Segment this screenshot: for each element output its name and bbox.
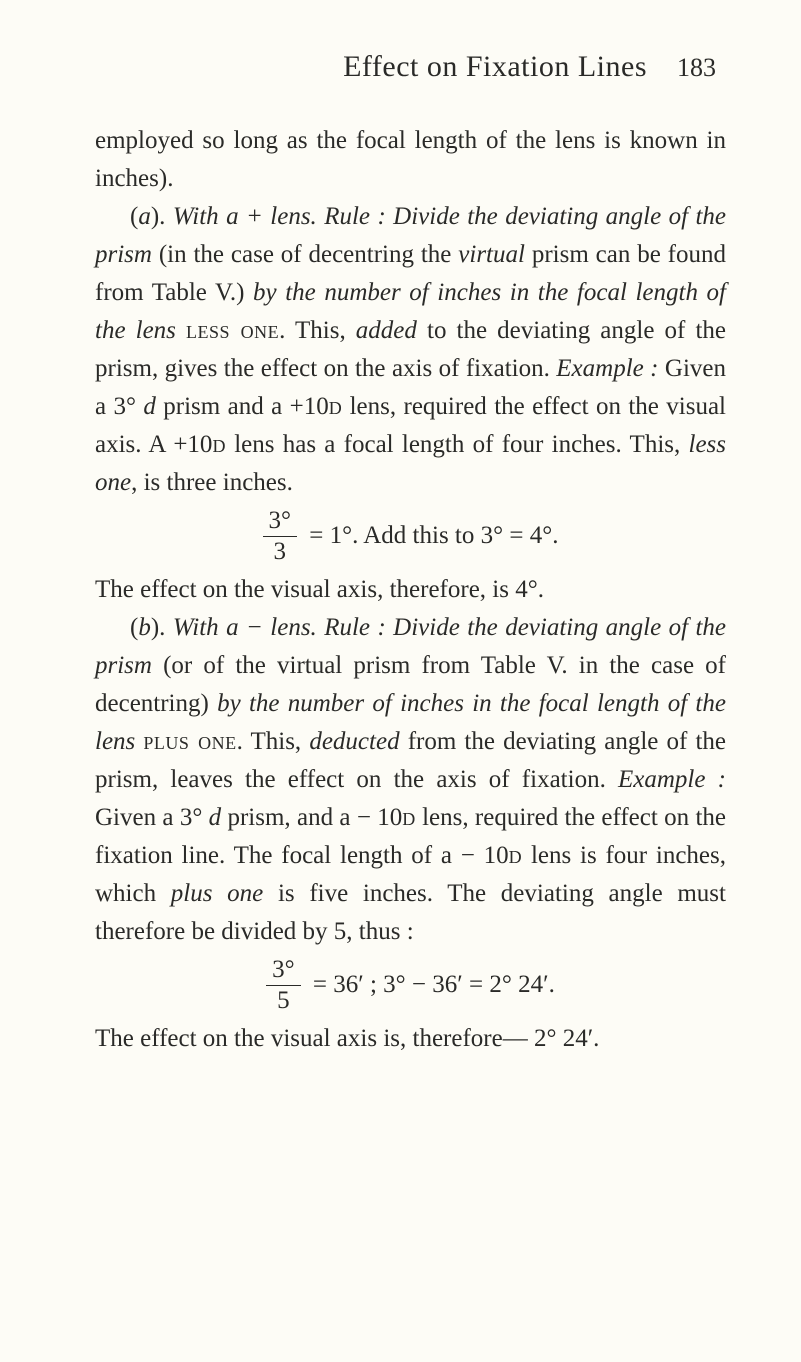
- text: The effect on the visual axis is, theref…: [95, 1025, 599, 1052]
- small-caps: d: [329, 393, 343, 420]
- text: . This,: [279, 317, 356, 344]
- italic: d: [143, 393, 156, 420]
- para-result-b: The effect on the visual axis is, theref…: [95, 1020, 726, 1058]
- body-text: employed so long as the focal length of …: [95, 122, 726, 1058]
- text: (in the case of decentring the: [152, 241, 458, 268]
- text: Given a 3°: [95, 804, 209, 831]
- denominator: 3: [263, 537, 298, 567]
- italic: d: [209, 804, 222, 831]
- equation-rest: = 36′ ; 3° − 36′ = 2° 24′.: [313, 969, 555, 1002]
- page-header: Effect on Fixation Lines 183: [95, 50, 726, 84]
- para-result-a: The effect on the visual axis, therefore…: [95, 571, 726, 609]
- label-b: b: [138, 614, 151, 641]
- text: [176, 317, 186, 344]
- italic: added: [356, 317, 417, 344]
- italic: virtual: [458, 241, 525, 268]
- text: ).: [151, 203, 173, 230]
- italic: plus one: [171, 880, 263, 907]
- fraction: 3° 3: [263, 506, 298, 567]
- italic: Example :: [618, 766, 726, 793]
- small-caps: plus one: [143, 728, 236, 755]
- label-a: a: [138, 203, 151, 230]
- text: . This,: [237, 728, 310, 755]
- fraction: 3° 5: [266, 955, 301, 1016]
- para-b: (b). With a − lens. Rule : Divide the de…: [95, 609, 726, 951]
- para-intro: employed so long as the focal length of …: [95, 122, 726, 198]
- equation-rest: = 1°. Add this to 3° = 4°.: [309, 520, 558, 553]
- denominator: 5: [266, 986, 301, 1016]
- numerator: 3°: [266, 955, 301, 986]
- equation-1: 3° 3 = 1°. Add this to 3° = 4°.: [95, 506, 726, 567]
- equation-2: 3° 5 = 36′ ; 3° − 36′ = 2° 24′.: [95, 955, 726, 1016]
- text: prism, and a − 10: [221, 804, 402, 831]
- small-caps: d: [509, 842, 523, 869]
- text: ).: [151, 614, 173, 641]
- text: The effect on the visual axis, therefore…: [95, 576, 544, 603]
- text: prism and a +10: [156, 393, 329, 420]
- running-title: Effect on Fixation Lines: [343, 50, 647, 84]
- small-caps: d: [212, 431, 226, 458]
- text: lens has a focal length of four inches. …: [226, 431, 689, 458]
- numerator: 3°: [263, 506, 298, 537]
- para-a: (a). With a + lens. Rule : Divide the de…: [95, 198, 726, 502]
- small-caps: less one: [186, 317, 279, 344]
- text: , is three inches.: [131, 469, 293, 496]
- small-caps: d: [402, 804, 416, 831]
- italic: deducted: [309, 728, 399, 755]
- page-number: 183: [677, 53, 716, 83]
- text: employed so long as the focal length of …: [95, 127, 726, 192]
- italic: Example :: [556, 355, 658, 382]
